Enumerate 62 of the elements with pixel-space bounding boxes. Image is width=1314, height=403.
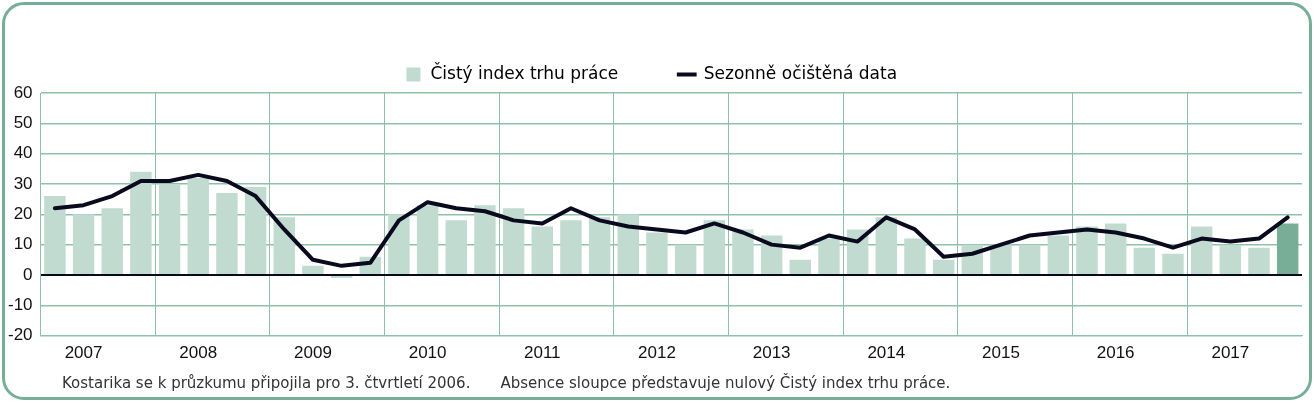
y-tick-label: 0 (23, 264, 33, 284)
bar (789, 259, 812, 274)
legend-label: Čistý index trhu práce (430, 61, 619, 83)
text: Kostarika se k průzkumu připojila pro 3. čtvrtletí 2006. (62, 374, 471, 392)
bar (1190, 226, 1213, 274)
bar (445, 220, 467, 274)
x-tick-label: 2015 (982, 343, 1020, 363)
y-tick-label: -10 (7, 294, 33, 314)
bar (302, 265, 324, 274)
y-tick-label: 40 (13, 143, 33, 163)
bar (474, 205, 496, 274)
x-tick-label: 2008 (179, 343, 218, 363)
bar (1133, 247, 1156, 274)
x-tick-label: 2007 (64, 343, 103, 363)
bar (330, 275, 353, 278)
y-tick-label: 60 (13, 82, 33, 102)
bar (388, 214, 410, 274)
y-tick-label: 30 (13, 173, 33, 193)
bar (646, 232, 668, 274)
bar (44, 196, 66, 274)
bar (674, 244, 697, 274)
bar (560, 220, 582, 274)
bar (1276, 223, 1299, 274)
bar (588, 217, 611, 274)
x-tick-label: 2013 (752, 343, 791, 363)
bar (904, 238, 926, 274)
x-tick-label: 2014 (867, 343, 906, 363)
bar (1248, 247, 1270, 274)
bar (1219, 244, 1242, 274)
x-tick-label: 2010 (408, 343, 447, 363)
bar (732, 229, 754, 274)
bar (990, 244, 1012, 274)
bar (244, 187, 267, 274)
bar (617, 214, 639, 274)
x-tick-label: 2017 (1211, 343, 1250, 363)
bar (932, 259, 955, 274)
x-tick-label: 2011 (523, 343, 561, 363)
bar (1047, 235, 1070, 274)
bar (101, 208, 123, 274)
y-tick-label: 50 (13, 113, 33, 133)
bar (1104, 223, 1127, 274)
bar (703, 220, 726, 274)
x-tick-label: 2009 (294, 343, 332, 363)
x-tick-label: 2012 (638, 343, 676, 363)
x-tick-label: 2016 (1096, 343, 1135, 363)
bar (1018, 244, 1041, 274)
bar (416, 205, 439, 274)
y-tick-label: 20 (13, 203, 33, 223)
bar (216, 193, 238, 274)
bar (818, 238, 840, 274)
bar (187, 177, 209, 274)
bar (130, 171, 152, 274)
text: Absence sloupce představuje nulový Čistý index trhu práce. (500, 374, 951, 392)
bar (72, 214, 95, 274)
legend-label: Sezonně očištěná data (703, 62, 898, 83)
bar (875, 217, 898, 274)
bar (1162, 253, 1184, 274)
y-tick-label: -20 (7, 325, 33, 345)
bar (502, 208, 525, 274)
bar (158, 183, 181, 274)
y-tick-label: 10 (13, 234, 33, 254)
bar (531, 226, 553, 274)
